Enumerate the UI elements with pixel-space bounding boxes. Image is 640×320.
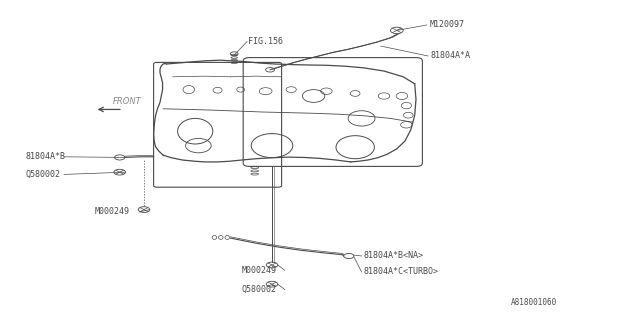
Text: M000249: M000249 xyxy=(242,266,277,275)
Text: FRONT: FRONT xyxy=(113,97,141,106)
Text: FIG.156: FIG.156 xyxy=(248,37,284,46)
Text: 81804A*B: 81804A*B xyxy=(26,152,65,161)
Text: 81804A*B<NA>: 81804A*B<NA> xyxy=(364,252,424,260)
Text: M000249: M000249 xyxy=(95,207,130,216)
Text: Q580002: Q580002 xyxy=(26,170,61,179)
Text: M120097: M120097 xyxy=(430,20,465,29)
Text: 81804A*A: 81804A*A xyxy=(430,52,470,60)
Text: Q580002: Q580002 xyxy=(242,285,277,294)
Text: 81804A*C<TURBO>: 81804A*C<TURBO> xyxy=(364,268,438,276)
Text: A818001060: A818001060 xyxy=(511,298,557,307)
